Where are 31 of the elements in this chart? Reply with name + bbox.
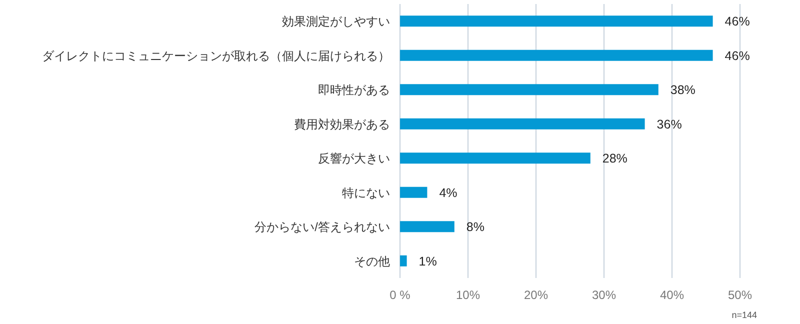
y-tick-label: 特にない	[342, 186, 390, 200]
y-tick-label: その他	[354, 254, 390, 268]
data-label: 28%	[602, 152, 628, 166]
x-tick-label: 50%	[728, 288, 752, 302]
y-tick-label: 即時性がある	[318, 83, 390, 98]
bar	[400, 50, 713, 61]
data-label: 8%	[466, 220, 484, 234]
bar	[400, 118, 645, 130]
y-tick-label: 反響が大きい	[318, 152, 390, 166]
bar	[400, 255, 407, 266]
data-label: 36%	[656, 117, 682, 132]
data-label: 4%	[439, 186, 458, 200]
x-tick-label: 30%	[592, 288, 616, 302]
y-tick-label: 分からない/答えられない	[254, 220, 390, 234]
data-label: 46%	[724, 14, 750, 29]
bar	[400, 152, 590, 164]
y-tick-label: 効果測定がしやすい	[282, 14, 390, 29]
x-tick-label: 10%	[456, 288, 480, 302]
x-tick-label: 20%	[524, 288, 548, 302]
data-label: 1%	[418, 254, 437, 268]
y-tick-label: 費用対効果がある	[294, 117, 390, 132]
bar	[400, 221, 454, 232]
bar	[400, 186, 428, 198]
text: n=144	[732, 310, 757, 320]
bar	[400, 16, 713, 27]
data-label: 38%	[670, 83, 696, 98]
x-tick-label: 0 %	[390, 288, 411, 302]
y-tick-label: ダイレクトにコミュニケーションが取れる（個人に届けられる）	[42, 48, 390, 63]
bar	[400, 84, 658, 96]
x-tick-label: 40%	[660, 288, 684, 302]
data-label: 46%	[724, 48, 750, 63]
